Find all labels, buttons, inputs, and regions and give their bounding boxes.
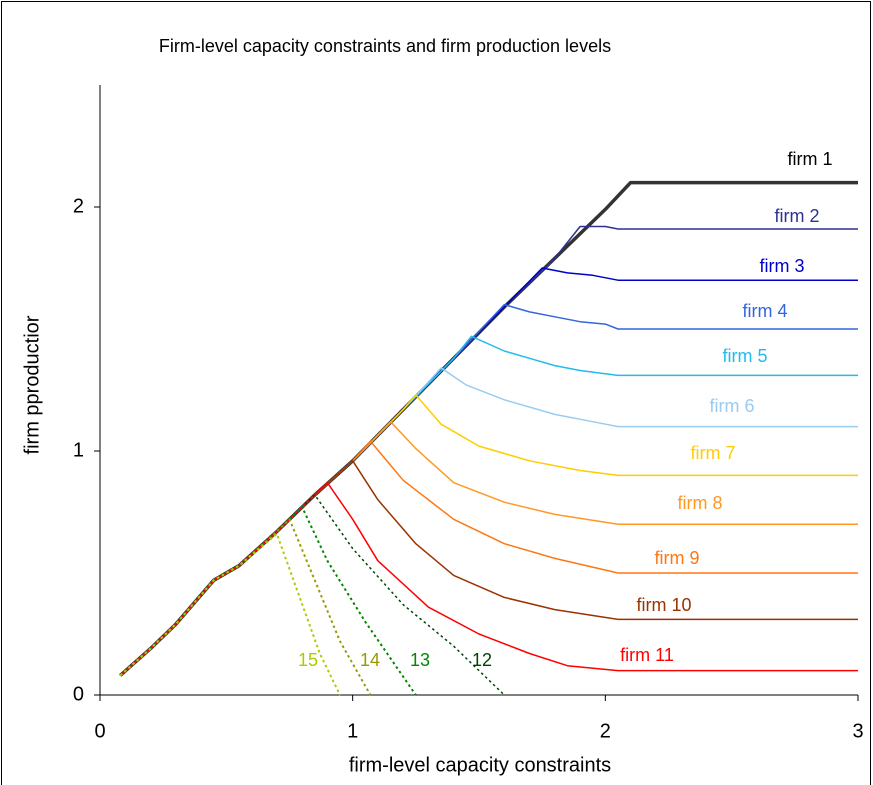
series-label: firm 11 — [620, 645, 674, 665]
series-line — [119, 440, 858, 677]
series-label: 15 — [298, 650, 318, 670]
x-tick-label: 2 — [600, 720, 611, 742]
series-line — [119, 533, 341, 696]
series-label: firm 4 — [743, 301, 788, 321]
series-label: firm 9 — [655, 548, 700, 568]
series-line — [119, 180, 858, 677]
chart-title: Firm-level capacity constraints and firm… — [159, 36, 611, 56]
x-tick-label: 3 — [852, 720, 863, 742]
x-tick-label: 1 — [347, 720, 358, 742]
series-label: firm 6 — [710, 396, 755, 416]
series-label: firm 8 — [678, 493, 723, 513]
series-label: firm 7 — [691, 443, 736, 463]
series-line — [119, 394, 858, 677]
series-line — [119, 460, 858, 677]
x-axis-label: firm-level capacity constraints — [349, 754, 611, 776]
series-label: firm 10 — [636, 595, 691, 615]
series-label: firm 3 — [760, 256, 805, 276]
y-tick-label: 0 — [73, 683, 84, 705]
series-line — [119, 494, 505, 696]
series-line — [119, 518, 372, 696]
x-tick-label: 0 — [94, 720, 105, 742]
series-label: firm 2 — [775, 206, 820, 226]
series-line — [119, 225, 858, 677]
series-line — [119, 481, 858, 677]
y-tick-label: 1 — [73, 439, 84, 461]
y-axis-label: firm pproductior — [21, 315, 43, 454]
series-line — [119, 335, 858, 677]
series-label: firm 5 — [723, 346, 768, 366]
series-label: 14 — [360, 650, 380, 670]
y-tick-label: 2 — [73, 195, 84, 217]
series-label: 13 — [410, 650, 430, 670]
series-label: 12 — [472, 650, 492, 670]
series-label: firm 1 — [788, 149, 833, 169]
